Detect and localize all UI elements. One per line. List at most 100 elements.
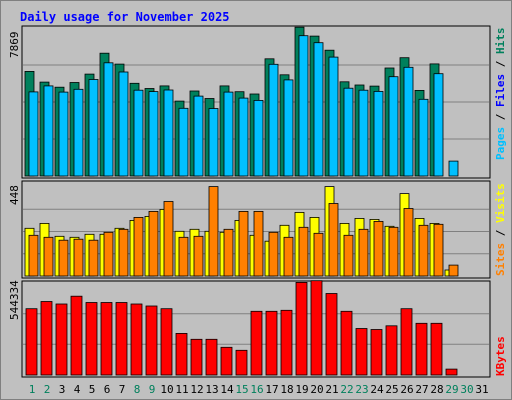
kbytes-bar-kbytes-day-23 [355, 328, 368, 376]
legend-sites: Sites [494, 243, 507, 276]
kbytes-bar-kbytes-day-12 [190, 338, 203, 376]
visits-sites-bar-sites-day-16 [253, 210, 264, 277]
kbytes-bar-kbytes-day-18 [280, 309, 293, 376]
kbytes-bar-kbytes-day-24 [370, 329, 383, 376]
visits-sites-bar-sites-day-1 [28, 234, 39, 277]
visits-sites-bar-sites-day-6 [103, 231, 114, 277]
hits-files-ymax-label: 7869 [8, 32, 21, 59]
hits-files-bar-files-day-17 [268, 63, 279, 177]
day-label-31: 31 [475, 383, 488, 396]
legend-files: Files [494, 74, 507, 107]
kbytes-bar-kbytes-day-29 [445, 368, 458, 376]
kbytes-bar-kbytes-day-22 [340, 310, 353, 376]
hits-files-bar-files-day-26 [403, 66, 414, 177]
visits-sites-bar-sites-day-5 [88, 239, 99, 277]
day-label-27: 27 [415, 383, 428, 396]
visits-sites-bar-sites-day-19 [298, 226, 309, 277]
day-label-21: 21 [325, 383, 338, 396]
visits-sites-bar-sites-day-4 [73, 238, 84, 277]
hits-files-bar-files-day-27 [418, 98, 429, 177]
visits-sites-bar-sites-day-3 [58, 239, 69, 277]
day-label-13: 13 [205, 383, 218, 396]
kbytes-bar-kbytes-day-28 [430, 322, 443, 376]
visits-sites-bar-sites-day-27 [418, 224, 429, 277]
visits-sites-bar-sites-day-17 [268, 231, 279, 277]
visits-sites-bar-sites-day-7 [118, 228, 129, 277]
hits-files-bar-files-day-11 [178, 107, 189, 177]
visits-sites-bar-sites-day-11 [178, 236, 189, 277]
kbytes-bar-kbytes-day-9 [145, 305, 158, 376]
day-label-6: 6 [104, 383, 111, 396]
kbytes-bar-kbytes-day-14 [220, 346, 233, 376]
kbytes-bar-kbytes-day-19 [295, 281, 308, 376]
day-label-23: 23 [355, 383, 368, 396]
kbytes-bar-kbytes-day-7 [115, 302, 128, 376]
visits-sites-bar-sites-day-13 [208, 186, 219, 277]
visits-sites-bar-sites-day-12 [193, 235, 204, 277]
chart-title: Daily usage for November 2025 [20, 10, 230, 24]
legend-pages: Pages [494, 127, 507, 160]
visits-sites-bar-sites-day-24 [373, 220, 384, 277]
hits-files-bar-files-day-1 [28, 91, 39, 177]
kbytes-bar-kbytes-day-8 [130, 303, 143, 376]
hits-files-bar-files-day-2 [43, 85, 54, 177]
day-label-30: 30 [460, 383, 473, 396]
kbytes-bar-kbytes-day-1 [25, 308, 38, 376]
hits-files-bar-files-day-20 [313, 42, 324, 177]
day-label-10: 10 [160, 383, 173, 396]
day-label-19: 19 [295, 383, 308, 396]
kbytes-bar-kbytes-day-27 [415, 322, 428, 376]
day-label-25: 25 [385, 383, 398, 396]
visits-sites-bar-sites-day-21 [328, 203, 339, 277]
kbytes-bar-kbytes-day-26 [400, 308, 413, 376]
visits-sites-bar-sites-day-14 [223, 228, 234, 277]
visits-sites-bar-sites-day-29 [448, 264, 459, 277]
day-label-18: 18 [280, 383, 293, 396]
hits-files-bar-files-day-28 [433, 73, 444, 177]
day-label-26: 26 [400, 383, 413, 396]
kbytes-bar-kbytes-day-11 [175, 332, 188, 376]
day-label-8: 8 [134, 383, 141, 396]
hits-files-bar-files-day-25 [388, 76, 399, 177]
visits-sites-legend: Sites / Visits [494, 183, 507, 276]
hits-files-bar-files-day-10 [163, 89, 174, 177]
day-labels: 1 2 3 4 5 6 7 8 9 10 11 12 13 14 15 16 17 18 19 20 21 22 23 24 2… [29, 383, 489, 396]
hits-files-bar-files-day-29 [448, 160, 459, 177]
visits-sites-bar-sites-day-22 [343, 234, 354, 277]
kbytes-bar-kbytes-day-5 [85, 302, 98, 376]
hits-files-bar-files-day-12 [193, 95, 204, 177]
day-label-3: 3 [59, 383, 66, 396]
hits-files-bar-files-day-23 [358, 89, 369, 177]
visits-sites-bar-sites-day-2 [43, 236, 54, 277]
day-label-12: 12 [190, 383, 203, 396]
day-label-11: 11 [175, 383, 188, 396]
visits-sites-bar-sites-day-20 [313, 232, 324, 277]
hits-files-bar-files-day-7 [118, 71, 129, 177]
kbytes-bar-kbytes-day-17 [265, 310, 278, 376]
day-label-7: 7 [119, 383, 126, 396]
kbytes-bar-kbytes-day-2 [40, 301, 53, 376]
kbytes-bar-kbytes-day-15 [235, 349, 248, 376]
hits-files-bar-files-day-21 [328, 56, 339, 177]
hits-files-bar-files-day-24 [373, 91, 384, 177]
day-label-1: 1 [29, 383, 36, 396]
kbytes-bar-kbytes-day-20 [310, 280, 323, 376]
day-label-24: 24 [370, 383, 384, 396]
day-label-2: 2 [44, 383, 51, 396]
hits-files-bar-files-day-8 [133, 89, 144, 177]
visits-sites-bar-sites-day-25 [388, 226, 399, 277]
legend-hits: Hits [494, 28, 507, 55]
visits-sites-bar-sites-day-23 [358, 228, 369, 277]
hits-files-bar-files-day-14 [223, 91, 234, 177]
visits-sites-bar-sites-day-8 [133, 216, 144, 277]
kbytes-legend: KBytes [494, 336, 507, 376]
kbytes-bar-kbytes-day-21 [325, 293, 338, 376]
kbytes-bar-kbytes-day-6 [100, 302, 113, 376]
day-label-5: 5 [89, 383, 96, 396]
day-label-28: 28 [430, 383, 443, 396]
hits-files-bar-files-day-16 [253, 100, 264, 177]
visits-sites-bar-sites-day-15 [238, 210, 249, 277]
hits-files-bar-files-day-19 [298, 35, 309, 177]
day-label-20: 20 [310, 383, 323, 396]
